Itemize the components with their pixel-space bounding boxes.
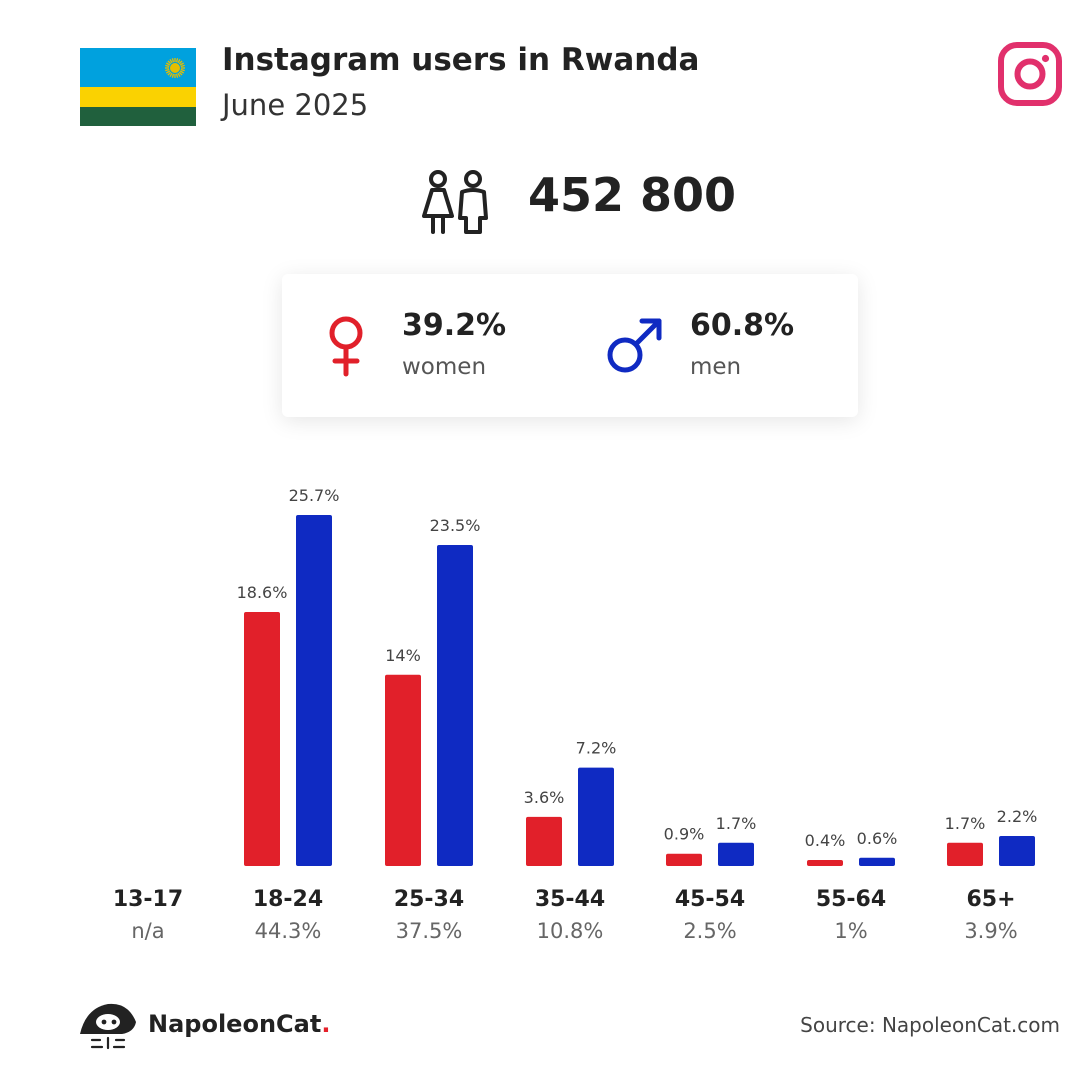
sun-icon: [165, 58, 185, 78]
bar-men-18-24: [296, 515, 332, 866]
bar-label-men-35-44: 7.2%: [576, 739, 617, 758]
bar-label-men-45-54: 1.7%: [716, 814, 757, 833]
napoleoncat-logo-text: NapoleonCat.: [148, 1010, 330, 1038]
brand-name: NapoleonCat: [148, 1010, 322, 1038]
bar-women-18-24: [244, 611, 280, 866]
bar-men-35-44: [578, 767, 614, 866]
bar-label-women-65+: 1.7%: [945, 814, 986, 833]
age-group-total: 44.3%: [255, 919, 322, 943]
bar-label-women-25-34: 14%: [385, 646, 421, 665]
men-label: men: [690, 354, 742, 380]
age-group-label: 13-17: [113, 887, 183, 912]
age-group-total: 2.5%: [683, 919, 736, 943]
bar-label-men-25-34: 23.5%: [430, 516, 481, 535]
age-group-total: 37.5%: [396, 919, 463, 943]
age-group-label: 45-54: [675, 887, 745, 912]
total-users-value: 452 800: [528, 168, 737, 222]
bar-men-45-54: [718, 842, 754, 866]
bar-women-65+: [947, 842, 983, 866]
bar-women-55-64: [807, 860, 843, 866]
women-percentage: 39.2%: [402, 308, 507, 343]
brand-dot: .: [321, 1010, 331, 1038]
bar-label-men-18-24: 25.7%: [289, 486, 340, 505]
users-icon: [422, 170, 488, 234]
women-label: women: [402, 354, 487, 380]
female-symbol-icon: [329, 316, 363, 377]
bar-men-55-64: [859, 857, 895, 866]
age-group-label: 65+: [966, 887, 1015, 912]
bar-label-men-65+: 2.2%: [997, 807, 1038, 826]
bar-men-65+: [999, 835, 1035, 866]
bar-label-women-18-24: 18.6%: [237, 583, 288, 602]
age-group-label: 55-64: [816, 887, 886, 912]
age-group-label: 25-34: [394, 887, 464, 912]
bar-label-women-55-64: 0.4%: [805, 831, 846, 850]
instagram-icon: [998, 42, 1062, 106]
men-percentage: 60.8%: [690, 308, 795, 343]
bar-label-women-35-44: 3.6%: [524, 788, 565, 807]
age-group-total: 3.9%: [964, 919, 1017, 943]
bar-women-35-44: [526, 816, 562, 866]
age-group-total: n/a: [131, 919, 164, 943]
age-group-total: 10.8%: [537, 919, 604, 943]
age-group-label: 18-24: [253, 887, 323, 912]
bar-men-25-34: [437, 545, 473, 866]
source-credit: Source: NapoleonCat.com: [800, 1013, 1060, 1037]
age-group-total: 1%: [834, 919, 867, 943]
male-symbol-icon: [607, 318, 662, 373]
age-group-label: 35-44: [535, 887, 605, 912]
napoleoncat-logo-icon: [80, 1003, 136, 1050]
rwanda-flag: [80, 48, 196, 126]
page-subtitle: June 2025: [222, 88, 369, 122]
bar-women-45-54: [666, 853, 702, 866]
bar-women-25-34: [385, 674, 421, 866]
gender-split-card: 39.2% women 60.8% men: [282, 274, 858, 417]
bar-label-women-45-54: 0.9%: [664, 825, 705, 844]
bar-label-men-55-64: 0.6%: [857, 829, 898, 848]
page-title: Instagram users in Rwanda: [222, 42, 700, 78]
